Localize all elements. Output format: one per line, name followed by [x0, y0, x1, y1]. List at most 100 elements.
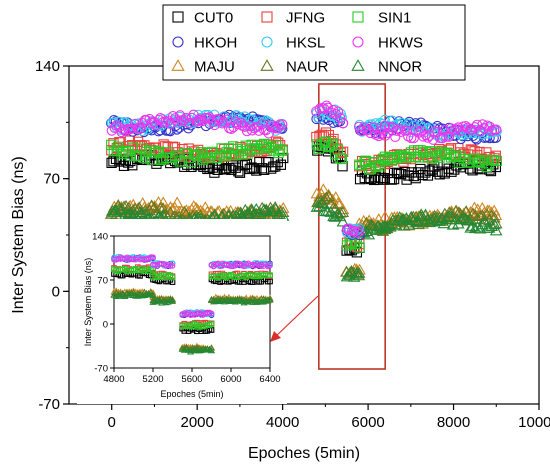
data-point	[352, 266, 366, 278]
data-point	[395, 169, 407, 180]
inset-data-point	[147, 288, 155, 295]
data-point	[317, 183, 330, 195]
legend-label: CUT0	[194, 10, 233, 27]
legend-label: MAJU	[194, 59, 235, 76]
data-point	[442, 210, 455, 221]
data-point	[432, 126, 443, 138]
data-point	[356, 225, 369, 237]
data-point	[366, 222, 380, 234]
legend-marker	[351, 59, 365, 71]
data-point	[267, 121, 279, 133]
legend: CUT0 JFNG SIN1 HKOH HKSL HKWS MAJU NAUR NNOR	[162, 4, 466, 81]
legend-label: SIN1	[378, 10, 411, 27]
data-point	[310, 200, 324, 212]
data-point	[196, 147, 207, 158]
inset-data-point	[207, 346, 216, 354]
legend-marker	[261, 11, 273, 23]
data-point	[394, 123, 405, 135]
data-point	[251, 165, 262, 176]
legend-label: NAUR	[286, 59, 329, 76]
data-point	[248, 163, 260, 174]
data-point	[354, 242, 365, 253]
data-point	[397, 213, 410, 225]
data-point	[108, 156, 119, 167]
inset-data-point	[240, 299, 248, 306]
data-point	[418, 131, 429, 142]
inset-y-axis-title: Inter System Bias (ns)	[83, 258, 93, 347]
data-point	[337, 161, 348, 172]
inset-data-point	[191, 346, 199, 354]
data-point	[379, 220, 392, 232]
data-point	[170, 196, 184, 208]
inset-data-point	[267, 262, 273, 269]
y-tick-label: 70	[43, 171, 60, 188]
data-point	[230, 117, 242, 128]
data-point	[351, 227, 363, 239]
x-tick-label: 2000	[180, 414, 213, 431]
data-point	[370, 161, 382, 173]
x-tick-label: 4000	[266, 414, 299, 431]
data-point	[178, 115, 190, 126]
data-point	[156, 202, 170, 214]
data-point	[422, 132, 433, 143]
inset-data-point	[164, 298, 172, 305]
data-point	[415, 145, 426, 156]
inset-y-tick-label: 70	[97, 276, 108, 287]
data-point	[269, 202, 282, 214]
data-point	[466, 207, 480, 219]
data-point	[176, 115, 187, 126]
data-point	[428, 212, 441, 224]
data-point	[426, 153, 437, 164]
data-point	[441, 131, 452, 142]
arrow-line	[273, 295, 319, 339]
inset-data-point	[187, 348, 195, 355]
data-point	[368, 122, 379, 133]
data-point	[348, 225, 360, 236]
data-point	[478, 215, 491, 227]
data-point	[226, 123, 237, 135]
data-point	[128, 208, 142, 220]
data-point	[340, 270, 354, 282]
data-point	[482, 221, 496, 233]
data-point	[446, 218, 460, 230]
data-point	[327, 138, 339, 149]
legend-label: HKOH	[194, 35, 237, 52]
data-point	[204, 152, 215, 163]
data-point	[444, 210, 458, 222]
data-point	[332, 106, 344, 117]
data-point	[106, 145, 117, 156]
data-point	[134, 150, 145, 162]
data-point	[337, 118, 349, 129]
inset-data-point	[147, 254, 154, 260]
data-point	[273, 147, 284, 159]
data-point	[326, 140, 337, 152]
data-point	[257, 203, 271, 215]
inset-data-point	[151, 298, 159, 305]
legend-box	[162, 4, 466, 81]
data-point	[253, 125, 265, 136]
inset-data-point	[140, 291, 148, 298]
data-point	[464, 157, 475, 168]
inset-data-point	[262, 297, 270, 304]
y-tick-label: 0	[52, 283, 60, 300]
data-point	[481, 161, 492, 173]
data-point	[420, 129, 431, 141]
data-point	[353, 223, 365, 234]
data-point	[443, 163, 454, 174]
data-point	[485, 209, 498, 221]
data-point	[475, 218, 489, 230]
inset-data-point	[216, 297, 224, 305]
data-point	[485, 220, 498, 232]
data-point	[209, 119, 220, 131]
data-point	[273, 207, 286, 219]
inset-data-point	[208, 321, 215, 327]
data-point	[331, 208, 344, 220]
data-point	[393, 151, 404, 162]
inset-data-point	[223, 296, 231, 304]
inset-data-point	[267, 272, 273, 279]
data-point	[347, 270, 361, 282]
data-point	[491, 124, 502, 135]
data-point	[455, 151, 466, 162]
inset-x-axis-title: Epoches (5min)	[160, 389, 223, 399]
